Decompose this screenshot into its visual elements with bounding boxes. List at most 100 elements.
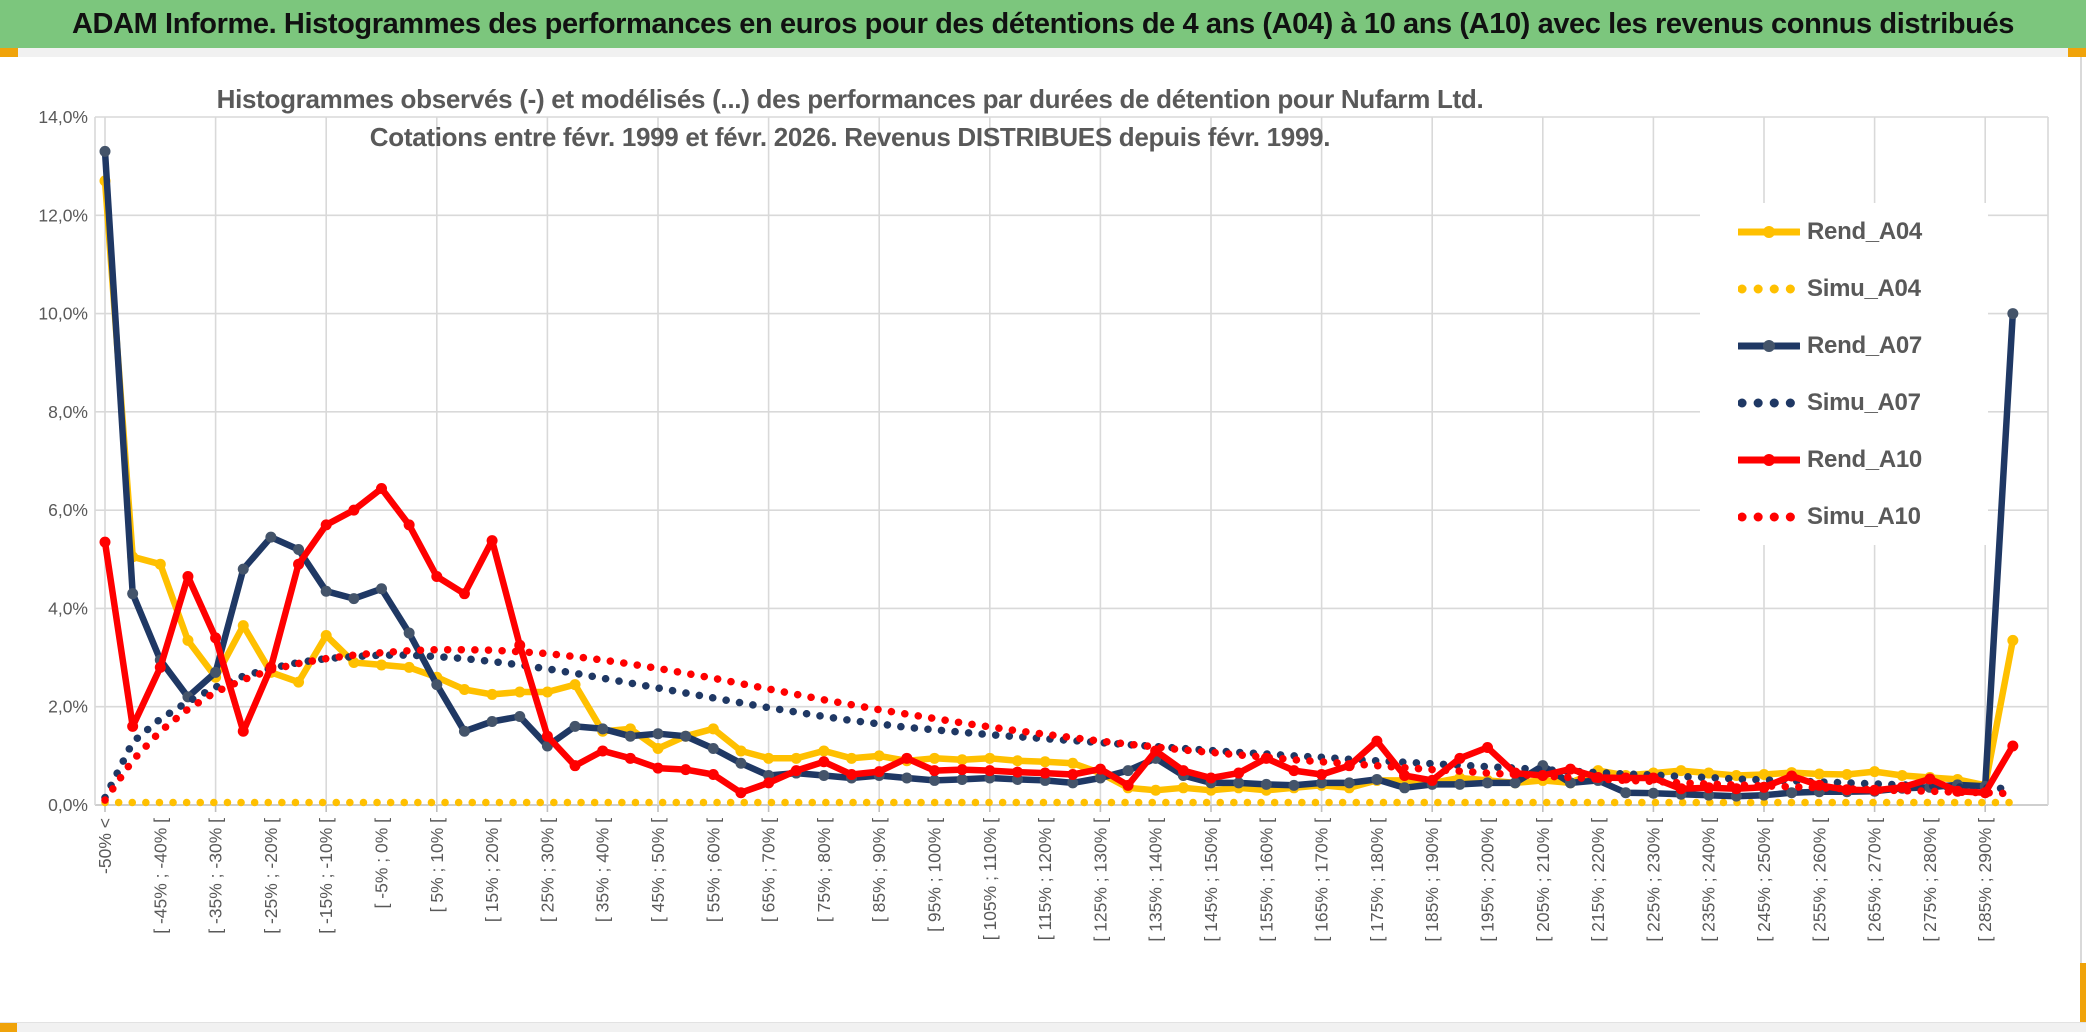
series-marker-Rend_A10 xyxy=(1841,784,1853,796)
x-axis-label: -50% < xyxy=(95,818,115,874)
series-marker-Rend_A10 xyxy=(1122,779,1134,791)
x-axis-label: [ 85% ; 90% [ xyxy=(869,818,889,922)
series-marker-Rend_A07 xyxy=(237,563,249,575)
series-marker-Rend_A07 xyxy=(1122,765,1134,777)
series-marker-Rend_A10 xyxy=(790,765,802,777)
series-marker-Rend_A07 xyxy=(597,723,609,735)
chart-title: Histogrammes observés (-) et modélisés (… xyxy=(160,80,1540,156)
series-marker-Rend_A10 xyxy=(431,570,443,582)
series-marker-Rend_A07 xyxy=(1482,777,1493,789)
series-marker-Rend_A07 xyxy=(1758,789,1770,801)
series-marker-Rend_A04 xyxy=(182,634,194,646)
gold-corner-accent xyxy=(0,48,18,57)
series-marker-Rend_A07 xyxy=(818,770,830,782)
series-line-Rend_A07 xyxy=(101,148,2017,800)
legend-item-Simu_A10[interactable]: Simu_A10 xyxy=(1738,488,1988,545)
series-marker-Rend_A10 xyxy=(376,483,387,495)
series-marker-Rend_A10 xyxy=(1371,735,1383,747)
legend-item-Rend_A07[interactable]: Rend_A07 xyxy=(1738,317,1988,374)
y-axis-label: 4,0% xyxy=(48,598,88,618)
x-axis-label: [ 95% ; 100% [ xyxy=(925,818,945,932)
legend-swatch-dotted-icon xyxy=(1738,512,1800,521)
series-marker-Rend_A07 xyxy=(2007,308,2019,320)
series-marker-Rend_A10 xyxy=(403,519,415,531)
series-marker-Rend_A07 xyxy=(1288,779,1300,791)
series-marker-Rend_A10 xyxy=(320,519,332,531)
series-marker-Rend_A07 xyxy=(431,679,443,691)
x-axis-label: [ -45% ; -40% [ xyxy=(150,818,170,934)
series-marker-Rend_A07 xyxy=(1233,777,1245,789)
series-marker-Rend_A04 xyxy=(1703,767,1715,779)
x-axis-label: [ 155% ; 160% [ xyxy=(1256,818,1276,942)
series-marker-Rend_A10 xyxy=(569,760,581,772)
series-marker-Rend_A07 xyxy=(376,583,387,595)
series-marker-Rend_A10 xyxy=(680,764,692,776)
performance-histogram-plot: 0,0% 2,0% 4,0% 6,0% 8,0% 10,0% 12,0% 14,0% -50% … xyxy=(38,107,2049,942)
series-marker-Rend_A04 xyxy=(707,723,719,735)
series-marker-Rend_A10 xyxy=(901,752,913,764)
series-marker-Rend_A10 xyxy=(237,725,249,737)
x-axis-label: [ -5% ; 0% [ xyxy=(372,818,392,909)
series-marker-Rend_A10 xyxy=(486,535,498,547)
series-marker-Rend_A07 xyxy=(99,145,111,157)
legend-swatch-dotted-icon xyxy=(1738,398,1800,407)
series-marker-Rend_A04 xyxy=(763,752,775,764)
x-axis-label: [ 205% ; 210% [ xyxy=(1533,818,1553,942)
series-marker-Rend_A04 xyxy=(237,620,249,632)
y-axis-label: 12,0% xyxy=(38,205,88,225)
series-marker-Rend_A04 xyxy=(458,684,470,696)
series-line-Rend_A10 xyxy=(101,485,2017,796)
series-marker-Rend_A07 xyxy=(1509,777,1521,789)
series-marker-Rend_A04 xyxy=(1813,768,1825,780)
series-marker-Rend_A07 xyxy=(1371,773,1383,785)
x-axis-label: [ 135% ; 140% [ xyxy=(1146,818,1166,942)
y-axis-label: 2,0% xyxy=(48,697,88,717)
y-axis-label: 0,0% xyxy=(48,795,88,815)
gold-right-accent xyxy=(2080,963,2086,1022)
x-axis-label: [ 15% ; 20% [ xyxy=(482,818,502,922)
legend-item-Rend_A10[interactable]: Rend_A10 xyxy=(1738,431,1988,488)
series-marker-Rend_A10 xyxy=(1094,763,1106,775)
series-marker-Rend_A04 xyxy=(1675,765,1687,777)
series-marker-Rend_A10 xyxy=(984,765,996,777)
x-axis-label: [ 75% ; 80% [ xyxy=(814,818,834,922)
series-marker-Rend_A07 xyxy=(735,757,747,769)
series-marker-Rend_A07 xyxy=(569,720,581,732)
series-marker-Rend_A04 xyxy=(956,754,968,766)
series-marker-Rend_A04 xyxy=(1896,770,1908,782)
series-marker-Rend_A04 xyxy=(514,686,526,698)
series-marker-Rend_A10 xyxy=(348,504,360,516)
series-marker-Rend_A04 xyxy=(1039,756,1051,768)
series-marker-Rend_A10 xyxy=(210,632,222,644)
legend-swatch-solid-icon xyxy=(1738,453,1800,466)
series-marker-Rend_A10 xyxy=(1564,763,1576,775)
series-marker-Rend_A10 xyxy=(458,588,470,600)
series-marker-Rend_A04 xyxy=(652,742,664,754)
series-marker-Rend_A07 xyxy=(1786,787,1798,799)
series-marker-Rend_A07 xyxy=(1647,787,1659,799)
series-marker-Rend_A10 xyxy=(707,769,719,781)
page-title: ADAM Informe. Histogrammes des performan… xyxy=(72,7,2014,40)
legend-item-Simu_A04[interactable]: Simu_A04 xyxy=(1738,260,1988,317)
x-axis-label: [ 275% ; 280% [ xyxy=(1920,818,1940,942)
series-marker-Rend_A10 xyxy=(1786,770,1798,782)
series-marker-Rend_A07 xyxy=(624,730,636,742)
x-axis-label: [ 35% ; 40% [ xyxy=(593,818,613,922)
series-marker-Rend_A04 xyxy=(1841,769,1853,781)
series-marker-Rend_A07 xyxy=(293,543,305,555)
series-marker-Rend_A07 xyxy=(707,742,719,754)
series-marker-Rend_A10 xyxy=(1039,767,1051,779)
series-marker-Rend_A04 xyxy=(846,752,858,764)
legend-label: Simu_A04 xyxy=(1807,274,1921,302)
x-axis-label: [ 125% ; 130% [ xyxy=(1090,818,1110,942)
legend-item-Simu_A07[interactable]: Simu_A07 xyxy=(1738,374,1988,431)
series-marker-Rend_A10 xyxy=(597,745,609,757)
legend-swatch-dotted-icon xyxy=(1738,284,1800,293)
x-axis-label: [ 175% ; 180% [ xyxy=(1367,818,1387,942)
legend-item-Rend_A04[interactable]: Rend_A04 xyxy=(1738,203,1988,260)
legend-swatch-solid-icon xyxy=(1738,339,1800,352)
x-axis-label: [ 105% ; 110% [ xyxy=(980,818,1000,940)
series-marker-Rend_A07 xyxy=(652,728,664,740)
series-marker-Rend_A07 xyxy=(514,711,526,723)
series-marker-Rend_A04 xyxy=(1758,769,1770,781)
